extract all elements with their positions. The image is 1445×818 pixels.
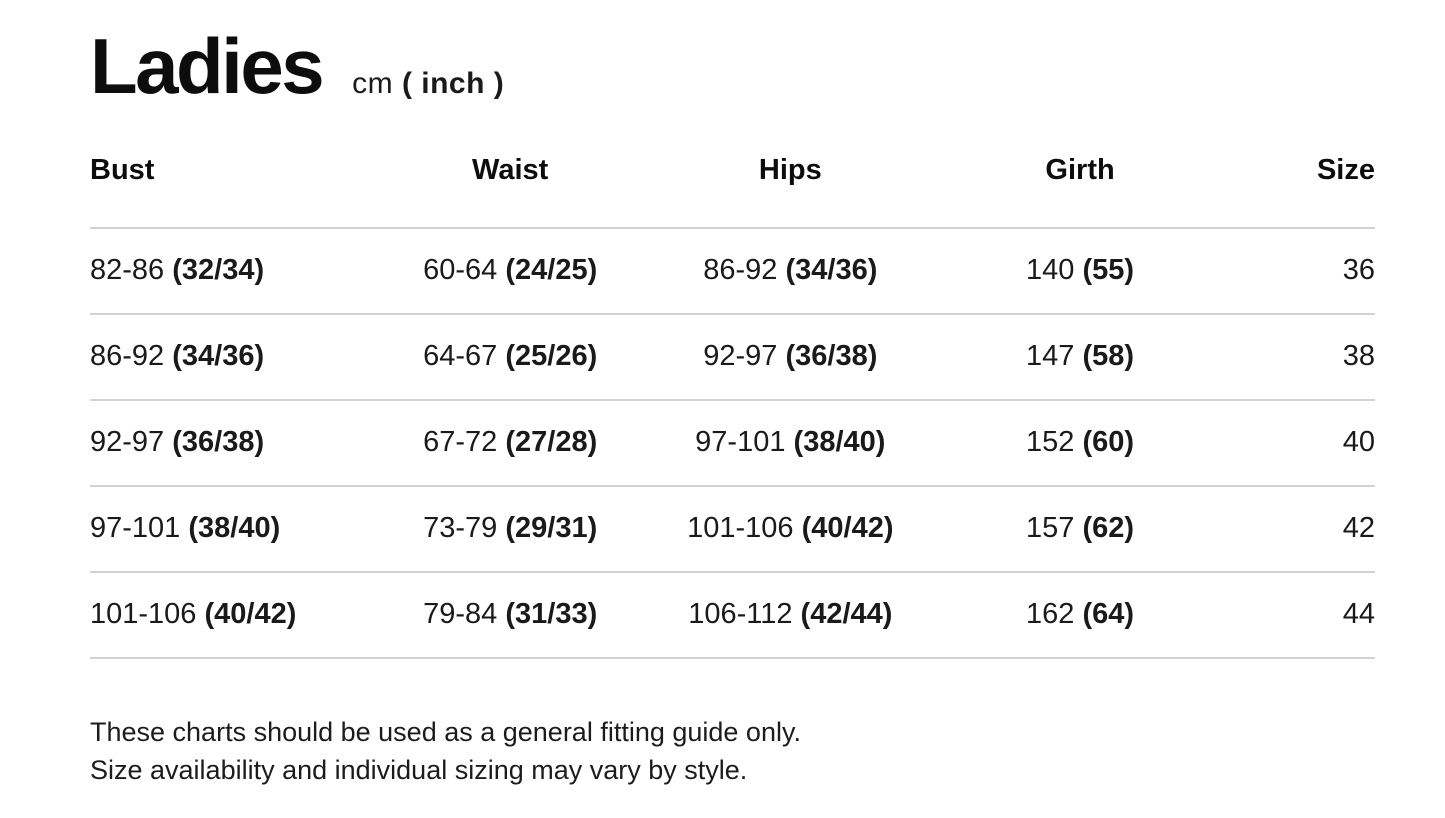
- waist-inch-value: (31/33): [505, 598, 598, 631]
- girth-inch-value: (60): [1082, 426, 1135, 459]
- table-row: 82-86 (32/34) 60-64 (24/25) 86-92 (34/36…: [90, 227, 1375, 315]
- table-body: 82-86 (32/34) 60-64 (24/25) 86-92 (34/36…: [90, 227, 1375, 659]
- size-cell: 42: [1229, 485, 1375, 573]
- girth-inch-value: (55): [1082, 254, 1135, 287]
- girth-cell: 157 (62): [930, 485, 1230, 573]
- waist-cell: 64-67 (25/26): [370, 313, 651, 401]
- page-title: Ladies: [90, 22, 325, 110]
- hips-cell: 101-106 (40/42): [650, 485, 931, 573]
- table-row: 97-101 (38/40) 73-79 (29/31) 101-106 (40…: [90, 485, 1375, 573]
- waist-cm-value: 60-64: [423, 254, 498, 287]
- header-bust: Bust: [90, 153, 371, 229]
- bust-cell: 86-92 (34/36): [90, 313, 371, 401]
- size-value: 36: [1342, 254, 1375, 287]
- hips-cm-value: 97-101: [695, 426, 786, 459]
- hips-cell: 106-112 (42/44): [650, 571, 931, 659]
- girth-cell: 152 (60): [930, 399, 1230, 487]
- waist-inch-value: (27/28): [505, 426, 598, 459]
- bust-inch-value: (40/42): [204, 598, 297, 631]
- unit-inch: ( inch ): [401, 67, 505, 100]
- waist-cm-value: 67-72: [423, 426, 498, 459]
- table-row: 92-97 (36/38) 67-72 (27/28) 97-101 (38/4…: [90, 399, 1375, 487]
- unit-label: cm ( inch ): [352, 67, 504, 101]
- size-cell: 40: [1229, 399, 1375, 487]
- bust-cm-value: 97-101: [90, 512, 181, 545]
- size-cell: 36: [1229, 227, 1375, 315]
- girth-cm-value: 147: [1026, 340, 1075, 373]
- table-header: Bust Waist Hips Girth Size: [90, 153, 1375, 229]
- size-value: 44: [1342, 598, 1375, 631]
- girth-cell: 147 (58): [930, 313, 1230, 401]
- header-hips: Hips: [650, 153, 931, 229]
- waist-cell: 60-64 (24/25): [370, 227, 651, 315]
- hips-cell: 97-101 (38/40): [650, 399, 931, 487]
- table-row: 86-92 (34/36) 64-67 (25/26) 92-97 (36/38…: [90, 313, 1375, 401]
- bust-cm-value: 86-92: [90, 340, 165, 373]
- girth-cell: 162 (64): [930, 571, 1230, 659]
- table-header-row: Bust Waist Hips Girth Size: [90, 153, 1375, 229]
- bust-cm-value: 92-97: [90, 426, 165, 459]
- title-row: Ladies cm ( inch ): [90, 22, 1375, 110]
- waist-cell: 79-84 (31/33): [370, 571, 651, 659]
- disclaimer-line-2: Size availability and individual sizing …: [90, 754, 748, 785]
- waist-inch-value: (29/31): [505, 512, 598, 545]
- bust-cell: 92-97 (36/38): [90, 399, 371, 487]
- girth-cell: 140 (55): [930, 227, 1230, 315]
- bust-inch-value: (38/40): [188, 512, 281, 545]
- waist-inch-value: (24/25): [505, 254, 598, 287]
- size-cell: 38: [1229, 313, 1375, 401]
- girth-inch-value: (64): [1082, 598, 1135, 631]
- unit-prefix: cm: [352, 67, 402, 100]
- size-chart-table: Bust Waist Hips Girth Size 82-86 (32/34)…: [90, 153, 1375, 659]
- waist-cm-value: 79-84: [423, 598, 498, 631]
- header-waist: Waist: [370, 153, 651, 229]
- table-row: 101-106 (40/42) 79-84 (31/33) 106-112 (4…: [90, 571, 1375, 659]
- disclaimer: These charts should be used as a general…: [90, 713, 1375, 789]
- hips-inch-value: (42/44): [800, 598, 893, 631]
- size-value: 38: [1342, 340, 1375, 373]
- hips-cm-value: 106-112: [688, 598, 793, 631]
- hips-inch-value: (40/42): [801, 512, 894, 545]
- bust-cm-value: 82-86: [90, 254, 165, 287]
- girth-cm-value: 157: [1026, 512, 1075, 545]
- size-value: 40: [1342, 426, 1375, 459]
- header-size: Size: [1229, 153, 1375, 229]
- bust-cell: 101-106 (40/42): [90, 571, 371, 659]
- bust-inch-value: (34/36): [172, 340, 265, 373]
- size-value: 42: [1342, 512, 1375, 545]
- hips-cm-value: 92-97: [703, 340, 778, 373]
- bust-cell: 97-101 (38/40): [90, 485, 371, 573]
- waist-cm-value: 64-67: [423, 340, 498, 373]
- size-cell: 44: [1229, 571, 1375, 659]
- girth-cm-value: 140: [1026, 254, 1075, 287]
- hips-cell: 92-97 (36/38): [650, 313, 931, 401]
- hips-cm-value: 101-106: [687, 512, 794, 545]
- girth-inch-value: (58): [1082, 340, 1135, 373]
- disclaimer-line-1: These charts should be used as a general…: [90, 716, 801, 747]
- girth-inch-value: (62): [1082, 512, 1135, 545]
- hips-inch-value: (36/38): [785, 340, 878, 373]
- hips-cm-value: 86-92: [703, 254, 778, 287]
- girth-cm-value: 162: [1026, 598, 1075, 631]
- hips-inch-value: (38/40): [793, 426, 886, 459]
- bust-inch-value: (36/38): [172, 426, 265, 459]
- header-girth: Girth: [930, 153, 1230, 229]
- bust-cm-value: 101-106: [90, 598, 197, 631]
- waist-cell: 67-72 (27/28): [370, 399, 651, 487]
- bust-inch-value: (32/34): [172, 254, 265, 287]
- waist-cm-value: 73-79: [423, 512, 498, 545]
- waist-cell: 73-79 (29/31): [370, 485, 651, 573]
- girth-cm-value: 152: [1026, 426, 1075, 459]
- bust-cell: 82-86 (32/34): [90, 227, 371, 315]
- hips-inch-value: (34/36): [785, 254, 878, 287]
- waist-inch-value: (25/26): [505, 340, 598, 373]
- hips-cell: 86-92 (34/36): [650, 227, 931, 315]
